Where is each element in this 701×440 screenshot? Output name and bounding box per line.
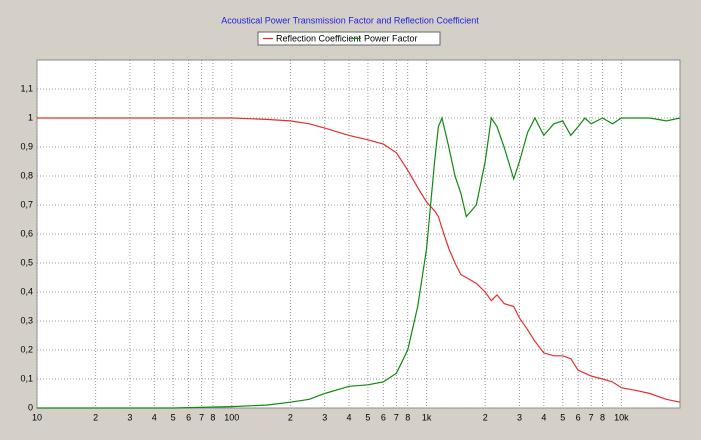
x-tick-label: 10 xyxy=(32,412,42,422)
x-tick-label: 4 xyxy=(541,412,546,422)
x-tick-label: 4 xyxy=(347,412,352,422)
x-tick-label: 4 xyxy=(152,412,157,422)
x-tick-label: 7 xyxy=(199,412,204,422)
x-tick-label: 3 xyxy=(517,412,522,422)
x-tick-label: 2 xyxy=(288,412,293,422)
x-tick-label: 2 xyxy=(483,412,488,422)
x-tick-label: 2 xyxy=(93,412,98,422)
y-tick-label: 0,8 xyxy=(20,170,33,180)
x-tick-label: 5 xyxy=(365,412,370,422)
x-tick-label: 100 xyxy=(224,412,239,422)
y-tick-label: 0,9 xyxy=(20,141,33,151)
x-tick-label: 6 xyxy=(576,412,581,422)
x-tick-label: 5 xyxy=(171,412,176,422)
y-tick-label: 1,1 xyxy=(20,83,33,93)
legend-label: Reflection Coefficient xyxy=(276,33,361,43)
y-tick-label: 0,4 xyxy=(20,286,33,296)
series-line xyxy=(37,116,681,409)
x-tick-label: 8 xyxy=(600,412,605,422)
y-tick-label: 0,3 xyxy=(20,315,33,325)
x-tick-label: 3 xyxy=(322,412,327,422)
x-tick-label: 7 xyxy=(394,412,399,422)
legend xyxy=(257,31,441,46)
x-tick-label: 7 xyxy=(589,412,594,422)
x-tick-label: 8 xyxy=(210,412,215,422)
x-tick-label: 6 xyxy=(381,412,386,422)
y-tick-label: 0,6 xyxy=(20,228,33,238)
y-tick-label: 0,5 xyxy=(20,257,33,267)
series-line xyxy=(37,117,681,403)
y-tick-label: 0,1 xyxy=(20,373,33,383)
x-tick-label: 1k xyxy=(422,412,432,422)
y-tick-label: 1 xyxy=(28,112,33,122)
x-tick-label: 3 xyxy=(127,412,132,422)
y-tick-label: 0,7 xyxy=(20,199,33,209)
chart-title: Acoustical Power Transmission Factor and… xyxy=(221,15,479,25)
x-tick-label: 5 xyxy=(560,412,565,422)
y-tick-label: 0 xyxy=(28,402,33,412)
x-tick-label: 6 xyxy=(186,412,191,422)
legend-label: Power Factor xyxy=(364,33,418,43)
x-tick-label: 8 xyxy=(405,412,410,422)
x-tick-label: 10k xyxy=(614,412,629,422)
y-tick-label: 0,2 xyxy=(20,344,33,354)
